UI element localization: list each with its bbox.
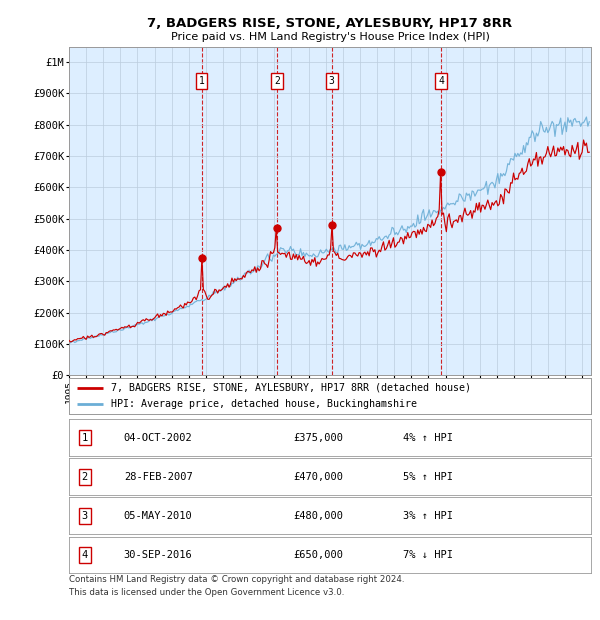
Text: 3: 3 xyxy=(329,76,335,86)
Text: 28-FEB-2007: 28-FEB-2007 xyxy=(124,472,193,482)
Text: 7, BADGERS RISE, STONE, AYLESBURY, HP17 8RR: 7, BADGERS RISE, STONE, AYLESBURY, HP17 … xyxy=(148,17,512,30)
Text: £375,000: £375,000 xyxy=(293,433,343,443)
Text: 2: 2 xyxy=(274,76,280,86)
Text: 04-OCT-2002: 04-OCT-2002 xyxy=(124,433,193,443)
Text: 4: 4 xyxy=(82,550,88,560)
Text: Contains HM Land Registry data © Crown copyright and database right 2024.: Contains HM Land Registry data © Crown c… xyxy=(69,575,404,584)
Text: 30-SEP-2016: 30-SEP-2016 xyxy=(124,550,193,560)
Text: This data is licensed under the Open Government Licence v3.0.: This data is licensed under the Open Gov… xyxy=(69,588,344,598)
Text: 7% ↓ HPI: 7% ↓ HPI xyxy=(403,550,453,560)
Text: £470,000: £470,000 xyxy=(293,472,343,482)
Text: Price paid vs. HM Land Registry's House Price Index (HPI): Price paid vs. HM Land Registry's House … xyxy=(170,32,490,42)
Text: 1: 1 xyxy=(82,433,88,443)
Text: HPI: Average price, detached house, Buckinghamshire: HPI: Average price, detached house, Buck… xyxy=(111,399,417,409)
Text: 3% ↑ HPI: 3% ↑ HPI xyxy=(403,511,453,521)
Text: 2: 2 xyxy=(82,472,88,482)
Text: 3: 3 xyxy=(82,511,88,521)
Text: 4% ↑ HPI: 4% ↑ HPI xyxy=(403,433,453,443)
Text: £480,000: £480,000 xyxy=(293,511,343,521)
Text: £650,000: £650,000 xyxy=(293,550,343,560)
Text: 4: 4 xyxy=(439,76,444,86)
Text: 1: 1 xyxy=(199,76,205,86)
Text: 5% ↑ HPI: 5% ↑ HPI xyxy=(403,472,453,482)
Text: 7, BADGERS RISE, STONE, AYLESBURY, HP17 8RR (detached house): 7, BADGERS RISE, STONE, AYLESBURY, HP17 … xyxy=(111,383,471,393)
Text: 05-MAY-2010: 05-MAY-2010 xyxy=(124,511,193,521)
